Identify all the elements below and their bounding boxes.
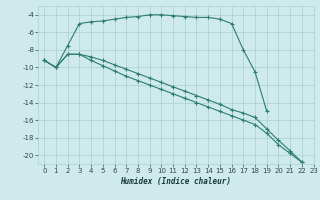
X-axis label: Humidex (Indice chaleur): Humidex (Indice chaleur) xyxy=(121,177,231,186)
